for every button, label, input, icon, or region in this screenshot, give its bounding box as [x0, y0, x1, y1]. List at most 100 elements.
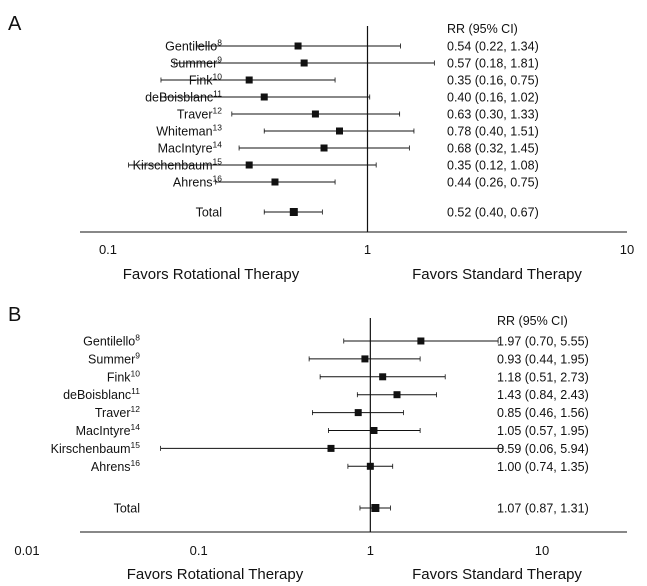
x-tick-label: 0.1 — [99, 242, 117, 257]
study-label: Total — [196, 206, 222, 220]
point-estimate-marker — [354, 409, 362, 417]
study-reference: 15 — [131, 440, 141, 450]
rr-ci-value: 1.07 (0.87, 1.31) — [497, 502, 589, 516]
rr-ci-value: 1.00 (0.74, 1.35) — [497, 460, 589, 474]
study-name: Ahrens — [91, 460, 131, 474]
study-reference: 14 — [213, 140, 223, 150]
point-estimate-marker — [370, 427, 378, 434]
study-row: Kirschenbaum15 0.59 (0.06, 5.94) — [51, 440, 589, 456]
point-estimate-marker — [335, 127, 343, 135]
total-row: Total 0.52 (0.40, 0.67) — [196, 206, 539, 220]
study-label: Kirschenbaum15 — [51, 440, 141, 456]
study-name: Whiteman — [156, 125, 212, 139]
study-reference: 10 — [213, 72, 223, 82]
study-reference: 12 — [131, 404, 141, 414]
rr-ci-value: 0.63 (0.30, 1.33) — [447, 108, 539, 122]
point-estimate-marker — [245, 76, 253, 84]
forest-panel-b: B 0.01 0.1 1 10 RR (95% CI) Gentilello8 1.97 (0… — [8, 304, 627, 583]
rr-header: RR (95% CI) — [497, 314, 568, 328]
study-reference: 11 — [213, 89, 222, 99]
x-tick-label: 10 — [535, 543, 549, 558]
rr-ci-value: 0.93 (0.44, 1.95) — [497, 352, 589, 366]
study-name: Traver — [95, 406, 131, 420]
forest-panel-a: A 0.1 1 10 RR (95% CI) Gentilello8 0.54 (0.22,… — [8, 13, 634, 283]
study-name: Total — [196, 206, 222, 220]
rr-ci-value: 1.18 (0.51, 2.73) — [497, 370, 589, 384]
favors-rotational-label: Favors Rotational Therapy — [127, 566, 304, 583]
study-row: deBoisblanc11 0.40 (0.16, 1.02) — [145, 89, 539, 105]
rr-ci-value: 1.43 (0.84, 2.43) — [497, 388, 589, 402]
point-estimate-marker — [393, 391, 401, 399]
study-label: Total — [114, 502, 140, 516]
study-row: Kirschenbaum15 0.35 (0.12, 1.08) — [128, 157, 539, 173]
study-name: Kirschenbaum — [51, 442, 131, 456]
panel-label: A — [8, 13, 22, 35]
favors-standard-label: Favors Standard Therapy — [412, 266, 582, 283]
study-name: MacIntyre — [76, 424, 131, 438]
study-label: Gentilello8 — [165, 38, 222, 54]
study-label: Summer9 — [88, 350, 140, 366]
rr-ci-value: 1.97 (0.70, 5.55) — [497, 335, 589, 349]
study-label: Traver12 — [95, 404, 140, 420]
study-name: Total — [114, 502, 140, 516]
study-reference: 16 — [213, 174, 223, 184]
study-reference: 16 — [131, 458, 141, 468]
rr-ci-value: 0.52 (0.40, 0.67) — [447, 206, 539, 220]
point-estimate-marker — [361, 355, 369, 363]
study-row: Fink10 1.18 (0.51, 2.73) — [107, 368, 589, 384]
point-estimate-marker — [245, 161, 253, 169]
point-estimate-marker — [271, 178, 279, 186]
study-row: Whiteman13 0.78 (0.40, 1.51) — [156, 123, 538, 139]
rr-ci-value: 0.68 (0.32, 1.45) — [447, 142, 539, 156]
study-row: Gentilello8 1.97 (0.70, 5.55) — [83, 333, 589, 349]
rr-header: RR (95% CI) — [447, 22, 518, 36]
rr-ci-value: 0.57 (0.18, 1.81) — [447, 57, 539, 71]
study-reference: 9 — [135, 350, 140, 360]
study-name: Gentilello — [165, 40, 217, 54]
study-row: Traver12 0.85 (0.46, 1.56) — [95, 404, 589, 420]
study-label: Whiteman13 — [156, 123, 222, 139]
point-estimate-marker — [366, 462, 374, 470]
study-row: Ahrens16 0.44 (0.26, 0.75) — [173, 174, 539, 190]
study-name: MacIntyre — [158, 142, 213, 156]
point-estimate-marker — [260, 93, 268, 101]
rr-ci-value: 1.05 (0.57, 1.95) — [497, 424, 589, 438]
study-row: Summer9 0.93 (0.44, 1.95) — [88, 350, 589, 366]
study-name: Summer — [88, 352, 135, 366]
x-tick-label: 0.1 — [190, 543, 208, 558]
point-estimate-marker — [289, 208, 298, 216]
study-reference: 11 — [131, 386, 140, 396]
study-name: Fink — [107, 370, 131, 384]
favors-standard-label: Favors Standard Therapy — [412, 566, 582, 583]
study-name: Ahrens — [173, 176, 213, 190]
rr-ci-value: 0.44 (0.26, 0.75) — [447, 176, 539, 190]
point-estimate-marker — [300, 59, 308, 67]
point-estimate-marker — [311, 110, 319, 118]
study-label: deBoisblanc11 — [63, 386, 140, 402]
study-row: Traver12 0.63 (0.30, 1.33) — [177, 106, 539, 122]
x-tick-label: 1 — [367, 543, 374, 558]
study-reference: 9 — [217, 55, 222, 65]
point-estimate-marker — [294, 42, 302, 50]
point-estimate-marker — [379, 373, 387, 381]
x-tick-label: 0.01 — [14, 543, 39, 558]
study-reference: 12 — [213, 106, 223, 116]
study-reference: 8 — [217, 38, 222, 48]
study-row: Fink10 0.35 (0.16, 0.75) — [160, 72, 539, 88]
study-row: MacIntyre14 0.68 (0.32, 1.45) — [158, 140, 539, 156]
point-estimate-marker — [320, 144, 328, 152]
rr-ci-value: 0.54 (0.22, 1.34) — [447, 40, 539, 54]
study-reference: 13 — [213, 123, 223, 133]
study-label: Fink10 — [107, 368, 140, 384]
study-name: Traver — [177, 108, 213, 122]
rr-ci-value: 0.35 (0.12, 1.08) — [447, 159, 539, 173]
study-label: Traver12 — [177, 106, 222, 122]
rr-ci-value: 0.85 (0.46, 1.56) — [497, 406, 589, 420]
study-label: MacIntyre14 — [76, 422, 141, 438]
study-reference: 14 — [131, 422, 141, 432]
study-row: Gentilello8 0.54 (0.22, 1.34) — [165, 38, 539, 54]
study-reference: 15 — [213, 157, 223, 167]
study-name: deBoisblanc — [63, 388, 131, 402]
x-tick-label: 10 — [620, 242, 634, 257]
